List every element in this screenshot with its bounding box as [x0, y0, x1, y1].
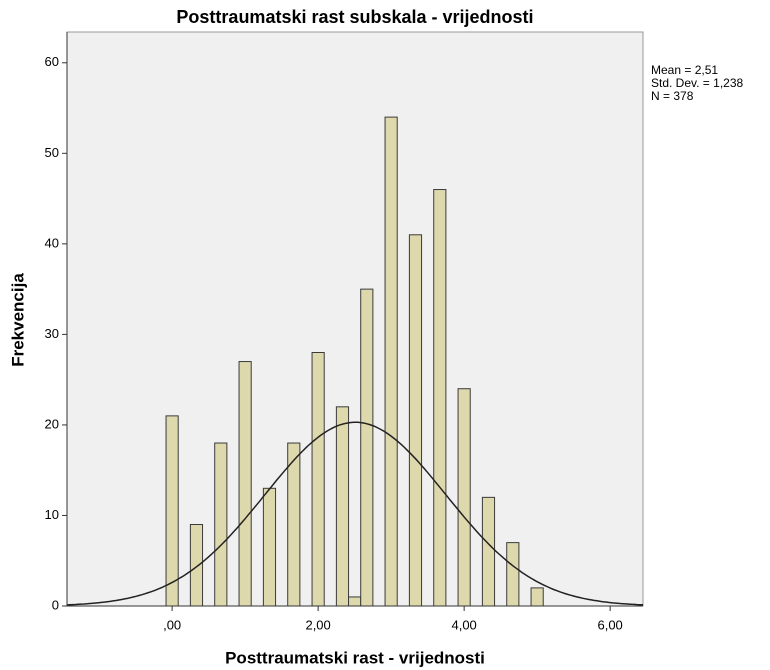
bar	[262, 487, 277, 607]
x-tick-label: ,00	[163, 617, 181, 632]
bar	[165, 415, 179, 607]
x-axis-label: Posttraumatski rast - vrijednosti	[225, 648, 485, 667]
y-tick-label: 50	[45, 145, 59, 160]
normal-curve	[66, 421, 644, 606]
bar	[384, 116, 398, 607]
bar	[335, 406, 350, 607]
x-tick-label: 4,00	[451, 617, 476, 632]
y-tick-label: 60	[45, 54, 59, 69]
bar	[238, 361, 252, 607]
y-tick-label: 40	[45, 235, 59, 250]
y-tick-label: 30	[45, 326, 59, 341]
bar	[433, 189, 447, 607]
y-tick-label: 20	[45, 416, 59, 431]
bar	[348, 596, 362, 607]
x-tick-label: 2,00	[305, 617, 330, 632]
y-tick-label: 0	[52, 597, 59, 612]
bar	[189, 524, 204, 607]
bar	[311, 351, 325, 607]
stat-label: N = 378	[651, 89, 694, 103]
bar	[506, 542, 520, 607]
bar	[408, 234, 423, 607]
stat-label: Std. Dev. = 1,238	[651, 76, 743, 90]
y-tick-label: 10	[45, 507, 59, 522]
x-tick-label: 6,00	[597, 617, 622, 632]
stat-label: Mean = 2,51	[651, 63, 718, 77]
bar	[214, 442, 228, 607]
bar	[530, 587, 544, 607]
bar	[457, 388, 471, 607]
y-axis-label: Frekvencija	[8, 273, 27, 367]
bar	[481, 496, 496, 607]
plot-area	[66, 31, 644, 607]
bar	[287, 442, 301, 607]
bar	[360, 288, 374, 607]
chart-title: Posttraumatski rast subskala - vrijednos…	[176, 7, 533, 27]
